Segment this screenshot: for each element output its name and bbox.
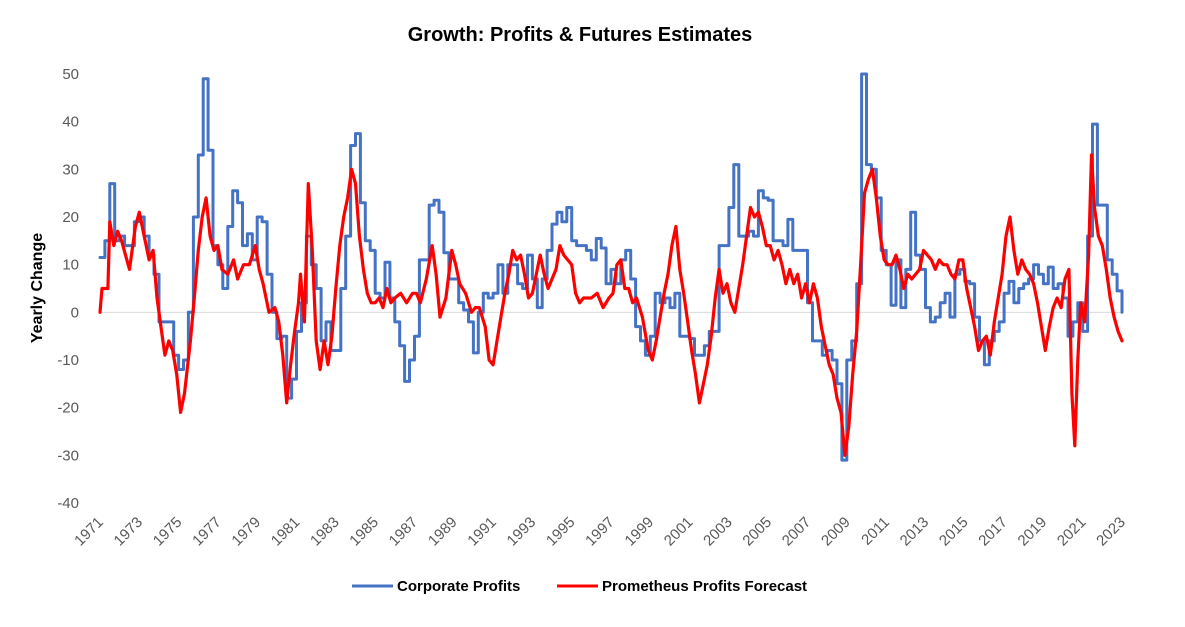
x-tick-label: 1971 (71, 514, 107, 550)
x-tick-label: 1989 (425, 514, 461, 550)
x-tick-label: 2015 (936, 514, 972, 550)
y-tick-label: -40 (57, 495, 79, 512)
x-tick-label: 1997 (582, 514, 618, 550)
y-tick-label: 20 (62, 209, 79, 226)
x-tick-label: 2009 (818, 514, 854, 550)
y-tick-label: -30 (57, 447, 79, 464)
x-tick-label: 2003 (700, 514, 736, 550)
x-tick-label: 2011 (858, 514, 893, 549)
y-tick-label: -10 (57, 352, 79, 369)
y-tick-label: 50 (62, 66, 79, 83)
y-tick-label: -20 (57, 400, 79, 417)
y-tick-label: 40 (62, 114, 79, 131)
y-tick-label: 10 (62, 257, 79, 274)
x-tick-label: 2005 (739, 514, 775, 550)
x-tick-label: 1995 (543, 514, 579, 550)
x-tick-label: 2023 (1093, 514, 1129, 550)
y-tick-label: 0 (71, 304, 79, 321)
x-tick-label: 1973 (111, 514, 147, 550)
x-tick-label: 2013 (897, 514, 933, 550)
x-tick-label: 2019 (1015, 514, 1051, 550)
x-tick-label: 1975 (150, 514, 186, 550)
x-tick-label: 1993 (504, 514, 540, 550)
y-tick-label: 30 (62, 161, 79, 178)
x-tick-label: 1983 (307, 514, 343, 550)
y-axis-title: Yearly Change (29, 233, 46, 343)
x-tick-label: 1991 (464, 514, 500, 550)
x-tick-label: 2017 (975, 514, 1011, 550)
x-tick-label: 1985 (346, 514, 382, 550)
legend-label-corporate-profits: Corporate Profits (397, 578, 520, 595)
x-tick-label: 2021 (1054, 514, 1090, 550)
legend: Corporate Profits Prometheus Profits For… (352, 578, 807, 595)
x-tick-label: 1979 (228, 514, 264, 550)
x-tick-label: 2001 (661, 514, 697, 550)
series-line-corporate-profits (98, 72, 1124, 462)
x-tick-label: 1981 (268, 514, 304, 550)
x-tick-label: 2007 (779, 514, 815, 550)
x-tick-label: 1999 (622, 514, 658, 550)
x-tick-label: 1987 (386, 514, 422, 550)
series-line-prometheus-forecast (98, 153, 1124, 457)
chart-title: Growth: Profits & Futures Estimates (408, 24, 753, 46)
legend-label-prometheus-forecast: Prometheus Profits Forecast (602, 578, 807, 595)
x-tick-label: 1977 (189, 514, 225, 550)
